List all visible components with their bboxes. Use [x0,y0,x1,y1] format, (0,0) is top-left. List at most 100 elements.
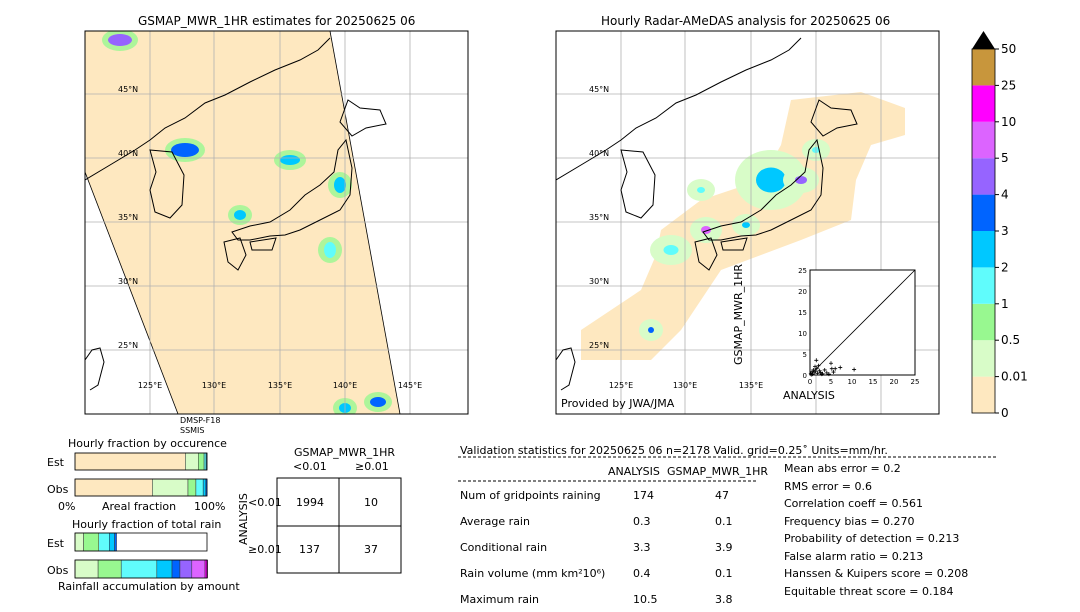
stat-gsmap-value: 3.9 [715,541,733,554]
bar-frame [74,559,208,579]
score-line: Frequency bias = 0.270 [784,514,915,528]
obs-bar-segment [74,559,99,579]
mainland-coastline [556,37,802,181]
colorbar-segment [972,194,995,231]
obs-bar-segment [74,478,153,497]
contingency-row-1: ≥0.01 [248,543,282,556]
colorbar-label: 4 [1001,188,1009,202]
longitude-label: 130°E [202,381,226,390]
colorbar-segment [972,231,995,268]
latitude-label: 35°N [589,213,609,222]
scatter-y-tick: 5 [803,351,807,359]
rain-core [648,327,654,333]
contingency-col-0: <0.01 [293,460,327,473]
kyushu-outline [223,237,247,271]
scatter-ylabel: GSMAP_MWR_1HR [732,263,745,365]
occ-tick-0: 0% [58,500,76,513]
contingency-col-1: ≥0.01 [355,460,389,473]
scatter-point [813,364,818,369]
mainland-coastline [85,37,331,181]
rain-core [742,222,750,228]
score-line: Probability of detection = 0.213 [784,532,960,545]
credit-label: Provided by JWA/JMA [561,397,675,410]
scatter-point [820,371,825,376]
rain-core [234,210,246,220]
stat-label: Rain volume (mm km²10⁶) [460,567,606,580]
cell-hit-none: 1994 [296,496,324,509]
rain-core [756,167,786,193]
occ-xlabel: Areal fraction [102,500,177,513]
rain-xlabel: Rainfall accumulation by amount [58,580,240,593]
scatter-x-tick: 25 [911,378,920,386]
colorbar-label: 1 [1001,297,1009,311]
latitude-label: 45°N [589,85,609,94]
colorbar-label: 0.5 [1001,333,1020,347]
scatter-point [819,372,824,377]
colorbar-label: 5 [1001,151,1009,165]
latitude-label: 40°N [589,149,609,158]
korea-outline [149,149,185,219]
colorbar-segment [972,85,995,122]
latitude-label: 30°N [589,277,609,286]
scatter-point [811,367,816,372]
kyushu-outline [694,237,718,271]
obs-bar-segment [187,478,197,497]
longitude-label: 125°E [609,381,633,390]
taiwan-outline [556,347,576,391]
colorbar-label: 25 [1001,78,1016,92]
score-line: False alarm ratio = 0.213 [784,549,924,563]
obs-bar-segment [97,559,122,579]
scatter-point [816,363,821,368]
longitude-label: 135°E [739,381,763,390]
cell-false-alarm: 10 [364,496,378,509]
score-line: Mean abs error = 0.2 [784,462,901,475]
colorbar-label: 0 [1001,406,1009,420]
rain-core [370,397,386,407]
colorbar-segment [972,340,995,377]
obs-bar-segment [120,559,158,579]
occurrence-title: Hourly fraction by occurence [68,437,227,450]
colorbar-segment [972,158,995,195]
rain-core [663,245,679,255]
rain-title: Hourly fraction of total rain [72,518,222,531]
colorbar-segment [972,303,995,341]
contingency-row-0: <0.01 [248,496,282,509]
rain-est-label: Est [47,537,64,550]
scatter-x-tick: 15 [869,378,878,386]
obs-bar-segment [152,478,189,497]
scatter-x-tick: 20 [890,378,899,386]
scatter-point [826,372,831,377]
score-line: Hanssen & Kuipers score = 0.208 [784,567,969,580]
scatter-point [814,366,819,371]
colorbar-label: 3 [1001,224,1009,238]
longitude-label: 125°E [138,381,162,390]
est-bar-segment [98,532,110,552]
rain-obs-label: Obs [47,564,69,577]
stat-label: Conditional rain [460,541,548,554]
map-content [85,31,468,414]
colorbar-label: 50 [1001,42,1016,56]
scatter-x-tick: 5 [829,378,833,386]
rain-core [171,143,199,157]
stat-gsmap-value: 3.8 [715,593,733,606]
scatter-y-tick: 0 [803,372,807,380]
left-map [84,30,469,415]
scatter-x-tick: 10 [848,378,857,386]
stat-analysis-value: 0.3 [633,515,651,528]
stat-gsmap-value: 47 [715,489,729,502]
stat-label: Average rain [460,515,530,528]
scatter-point [829,366,834,371]
shikoku-outline [720,237,748,251]
latitude-label: 45°N [118,85,138,94]
occ-obs-label: Obs [47,483,69,496]
latitude-label: 30°N [118,277,138,286]
occ-est-label: Est [47,456,64,469]
scatter-point [829,361,833,366]
colorbar-segment [972,267,995,304]
scatter-x-tick: 0 [808,378,812,386]
latitude-label: 25°N [118,341,138,350]
est-bar-segment [203,452,207,471]
sensor-label: SSMIS [180,426,205,435]
scatter-point [833,366,838,371]
colorbar-label: 2 [1001,260,1009,274]
